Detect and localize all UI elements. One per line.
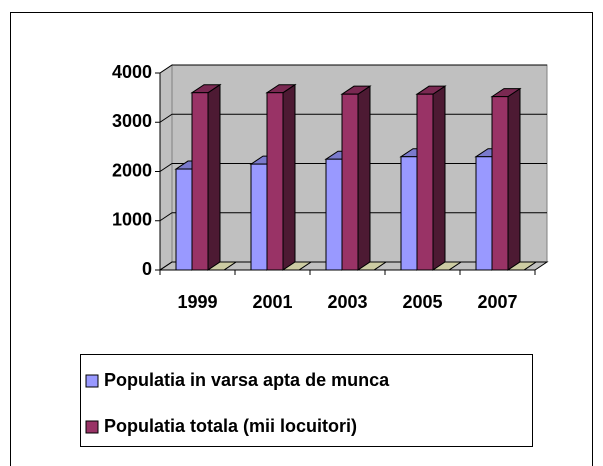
x-tick-label: 2007 — [477, 292, 517, 312]
bar — [400, 156, 418, 271]
bar-top — [431, 261, 463, 271]
bar-top — [356, 261, 388, 271]
grid-line — [159, 64, 547, 74]
x-tick-label: 2001 — [252, 292, 292, 312]
bar-top — [506, 261, 538, 271]
bar — [416, 93, 434, 271]
bar-top — [206, 261, 238, 271]
bar-top — [281, 261, 313, 271]
y-tick-label: 4000 — [112, 62, 152, 82]
bar-side — [432, 85, 446, 271]
bar — [175, 168, 193, 271]
y-tick-label: 3000 — [112, 111, 152, 131]
bar-side — [207, 83, 221, 271]
bar — [325, 158, 343, 271]
bar — [266, 92, 284, 271]
legend — [80, 354, 533, 447]
bar — [341, 93, 359, 271]
y-tick-label: 2000 — [112, 160, 152, 180]
bar-side — [357, 85, 371, 271]
legend-swatch — [85, 374, 99, 388]
bar — [191, 92, 209, 271]
bar-side — [507, 87, 521, 271]
bar — [250, 163, 268, 271]
y-tick-label: 1000 — [112, 210, 152, 230]
y-tick-label: 0 — [142, 259, 152, 279]
legend-label: Populatia in varsa apta de munca — [104, 370, 390, 390]
bar-side — [282, 83, 296, 271]
x-tick-label: 2003 — [327, 292, 367, 312]
x-tick-label: 2005 — [402, 292, 442, 312]
legend-label: Populatia totala (mii locuitori) — [104, 416, 357, 436]
bar — [491, 96, 509, 271]
legend-swatch — [85, 420, 99, 434]
x-tick-label: 1999 — [177, 292, 217, 312]
bar — [475, 156, 493, 271]
